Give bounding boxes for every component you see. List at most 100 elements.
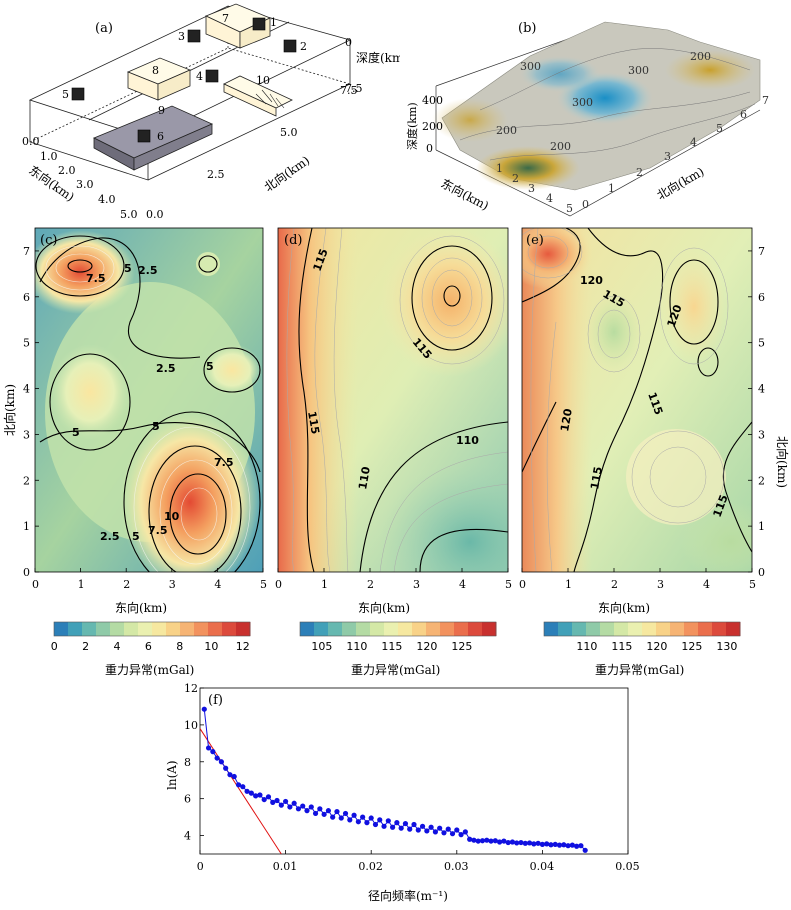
data-point [565, 843, 571, 849]
colorbar-tick: 8 [176, 640, 183, 653]
y-axis-label: 北向(km) [2, 384, 17, 436]
data-point [544, 841, 550, 847]
x-tick-label: 3 [413, 578, 420, 591]
colorbar-cell [384, 622, 399, 636]
north-tick: 5.0 [280, 126, 298, 139]
y-tick-label: 6 [184, 793, 191, 806]
colorbar-cell [342, 622, 357, 636]
svg-text:1: 1 [496, 162, 503, 175]
colorbar-cell [586, 622, 601, 636]
colorbar-cell [138, 622, 153, 636]
y-tick-label: 6 [758, 291, 765, 304]
x-axis-label: 东向(km) [115, 600, 167, 615]
x-tick-label: 0 [32, 578, 39, 591]
depth-tick: 0 [345, 36, 352, 49]
x-tick-label: 1 [78, 578, 85, 591]
x-tick-label: 2 [123, 578, 130, 591]
data-point [381, 823, 387, 829]
contour-label: 10 [164, 510, 180, 523]
data-point [295, 806, 302, 812]
colorbar-tick: 115 [381, 640, 402, 653]
data-point [231, 773, 237, 780]
data-point [458, 832, 464, 838]
x-tick-label: 2 [367, 578, 374, 591]
x-tick-label: 0.02 [358, 860, 383, 873]
y-ticks: 0 1 2 3 4 5 6 7 [23, 245, 39, 579]
data-point [449, 831, 456, 837]
colorbar-tick: 130 [716, 640, 737, 653]
colorbar-cell [82, 622, 97, 636]
data-point [497, 839, 503, 845]
colorbar-cell [558, 622, 573, 636]
data-point [556, 842, 563, 848]
x-ticks: 0 1 2 3 4 5 [32, 568, 267, 591]
data-point [248, 790, 254, 796]
y-tick-label: 2 [758, 474, 765, 487]
east-tick: 0.0 [22, 135, 40, 148]
data-point [330, 814, 336, 820]
x-tick-label: 1 [321, 578, 328, 591]
contour-label: 115 [305, 410, 322, 435]
colorbar-cell [600, 622, 615, 636]
svg-text:3: 3 [664, 150, 671, 163]
data-point [548, 842, 554, 848]
y-tick-label: 6 [23, 291, 30, 304]
x-tick-label: 5 [749, 578, 756, 591]
body-label: 5 [62, 88, 69, 101]
east-tick: 1.0 [40, 150, 58, 163]
colorbar-cell [110, 622, 125, 636]
colorbar-tick: 12 [236, 640, 250, 653]
y-tick-label: 4 [23, 383, 30, 396]
data-point [509, 839, 516, 845]
svg-text:5: 5 [566, 202, 573, 215]
contour-label: 300 [628, 64, 649, 77]
data-point [274, 797, 280, 804]
x-tick-label: 0 [519, 578, 526, 591]
colorbar-cell [300, 622, 315, 636]
data-point [467, 836, 473, 842]
colorbar-tick: 10 [204, 640, 218, 653]
data-point [488, 838, 494, 844]
data-point [214, 755, 220, 761]
x-ticks: 0 1 2 3 4 5 [519, 568, 756, 591]
depth-tick: 200 [422, 120, 443, 133]
data-point [227, 772, 233, 778]
contour-label: 200 [550, 140, 571, 153]
panel-c-heatmap: 7.5 5 2.5 2.5 5 5 5 7.5 10 7.5 5 2.5 (c)… [2, 227, 267, 615]
series-line [203, 709, 586, 851]
y-tick-label: 5 [758, 337, 765, 350]
data-point [445, 826, 451, 832]
y-tick-label: 8 [184, 756, 191, 769]
data-point [475, 838, 481, 844]
colorbar-cell [698, 622, 713, 636]
svg-text:7: 7 [762, 94, 769, 107]
north-tick: 0.0 [146, 208, 164, 221]
data-point [287, 804, 293, 810]
colorbar-cell [656, 622, 671, 636]
data-point [569, 842, 575, 848]
contour-label: 120 [580, 274, 603, 287]
contour-label: 5 [152, 420, 160, 433]
contour-label: 200 [496, 124, 517, 137]
x-ticks: 0 1 2 3 4 5 [275, 568, 512, 591]
data-point [342, 810, 349, 817]
colorbar-cell [628, 622, 643, 636]
panel-f-label: (f) [208, 693, 223, 708]
data-point [407, 826, 413, 832]
x-tick-label: 4 [459, 578, 466, 591]
contour-label: 115 [588, 466, 605, 491]
colorbar-cell [440, 622, 455, 636]
x-tick-label: 4 [214, 578, 221, 591]
y-axis-label: 北向(km) [775, 436, 790, 488]
x-tick-label: 1 [565, 578, 572, 591]
x-tick-label: 0.03 [444, 860, 469, 873]
x-tick-label: 0.04 [530, 860, 555, 873]
data-point [454, 827, 460, 833]
y-tick-label: 0 [758, 566, 765, 579]
body-label: 7 [222, 12, 229, 25]
colorbar-cell [124, 622, 139, 636]
east-tick: 5.0 [120, 208, 138, 221]
colorbar-label: 重力异常(mGal) [351, 663, 440, 677]
x-axis-label: 东向(km) [598, 600, 650, 615]
data-point [244, 788, 250, 794]
